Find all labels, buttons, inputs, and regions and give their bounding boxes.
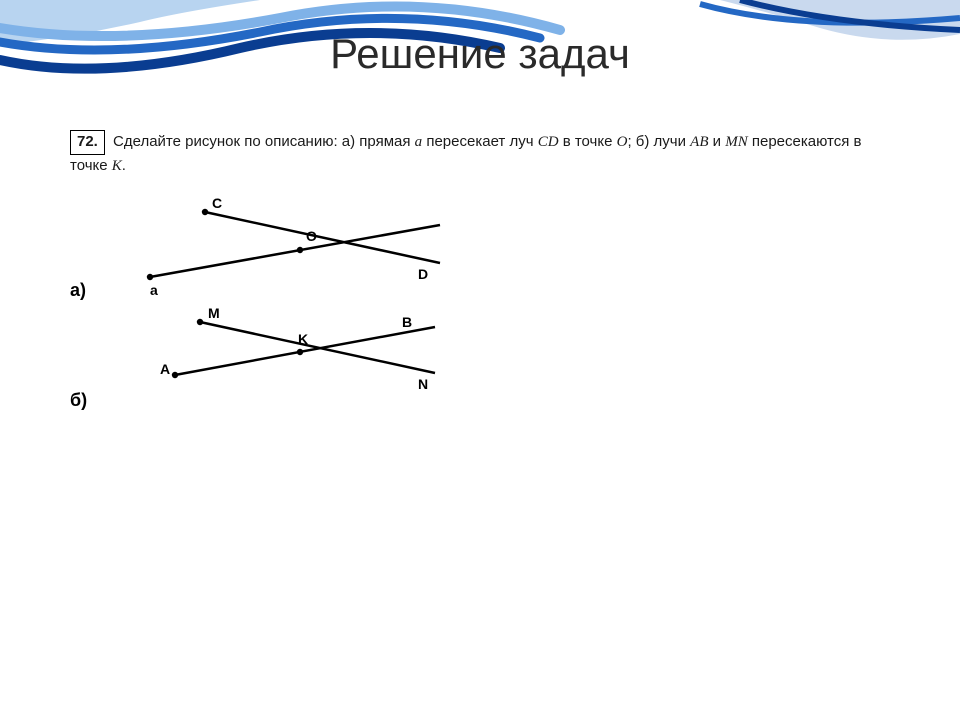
point-a xyxy=(172,372,178,378)
diagram-a-block: а) C O D a xyxy=(110,197,890,307)
content-area: 72. Сделайте рисунок по описанию: а) пря… xyxy=(70,130,890,417)
point-m xyxy=(197,319,203,325)
label-d: D xyxy=(418,266,428,282)
label-k: K xyxy=(298,331,308,347)
point-a-end xyxy=(147,274,153,280)
ray-mn xyxy=(200,322,435,373)
diagram-b-block: б) A M K B N xyxy=(110,307,890,417)
task-text-7: . xyxy=(122,157,126,174)
diagram-b: A M K B N xyxy=(140,307,460,407)
ray-cd xyxy=(205,212,440,263)
page-title: Решение задач xyxy=(0,30,960,78)
task-text-4: ; б) лучи xyxy=(627,133,690,150)
task-text-5: и xyxy=(708,133,725,150)
var-mn: MN xyxy=(725,134,748,150)
label-m: M xyxy=(208,307,220,321)
task-text-2: пересекает луч xyxy=(422,133,538,150)
label-a: a xyxy=(150,282,158,297)
diagram-a: C O D a xyxy=(140,197,460,297)
var-k: K xyxy=(112,158,122,174)
label-a2: A xyxy=(160,361,170,377)
diagram-b-label: б) xyxy=(70,390,87,411)
label-b2: B xyxy=(402,314,412,330)
task-statement: 72. Сделайте рисунок по описанию: а) пря… xyxy=(70,130,890,177)
task-text-1: Сделайте рисунок по описанию: а) прямая xyxy=(113,133,415,150)
point-k xyxy=(297,349,303,355)
var-o: O xyxy=(617,134,628,150)
var-ab: AB xyxy=(690,134,708,150)
var-cd: CD xyxy=(538,134,559,150)
label-n: N xyxy=(418,376,428,392)
diagram-a-label: а) xyxy=(70,280,86,301)
task-text-3: в точке xyxy=(559,133,617,150)
label-c: C xyxy=(212,197,222,211)
label-o: O xyxy=(306,228,317,244)
task-number: 72. xyxy=(70,130,105,155)
point-o xyxy=(297,247,303,253)
diagrams-container: а) C O D a б) A M xyxy=(110,197,890,417)
point-c xyxy=(202,209,208,215)
